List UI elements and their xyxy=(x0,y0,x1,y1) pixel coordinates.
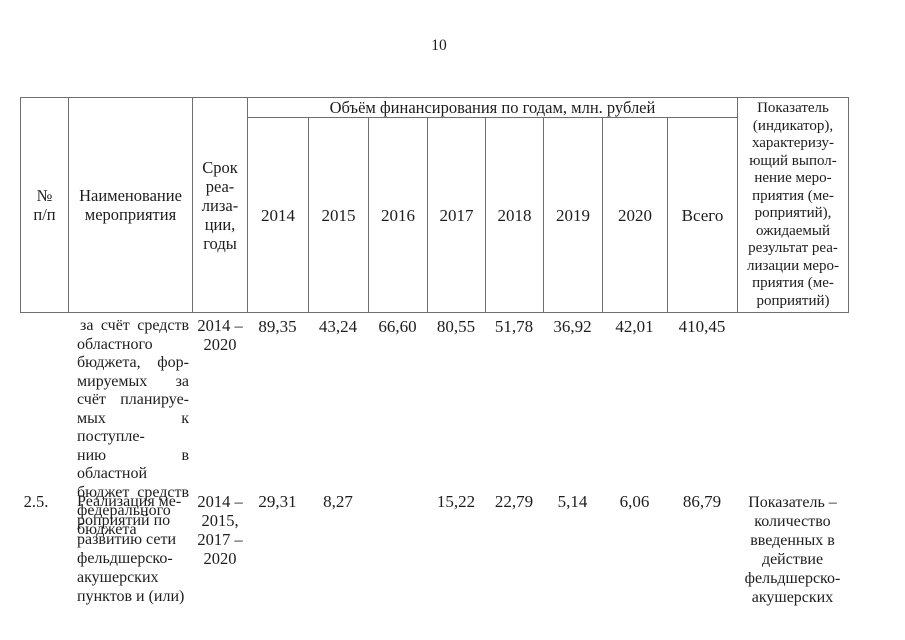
cell-value-total: 410,45 xyxy=(678,317,726,336)
header-cell-total: Всего xyxy=(668,118,738,313)
cell-values: 89,35 43,24 66,60 80,55 51,78 36,92 42,0… xyxy=(247,317,737,336)
header-cell-number: № п/п xyxy=(21,98,69,313)
cell-value-2017: 15,22 xyxy=(436,492,476,511)
cell-number: 2.5. xyxy=(23,492,49,511)
cell-value-2016 xyxy=(368,492,427,511)
header-cell-indicator: Показатель (индикатор), характеризу-ющий в… xyxy=(738,98,849,313)
header-cell-year-2017: 2017 xyxy=(428,118,486,313)
header-cell-name: Наименование мероприятия xyxy=(69,98,193,313)
cell-value-2018: 22,79 xyxy=(494,492,534,511)
cell-name: Реализация ме-роприятий по развитию сети ф… xyxy=(77,493,185,605)
cell-value-total: 86,79 xyxy=(682,492,722,511)
cell-value-2020: 6,06 xyxy=(619,492,650,511)
cell-name: за счёт средств областного бюджета, фор-ми… xyxy=(77,317,189,538)
cell-value-2019: 36,92 xyxy=(553,317,592,336)
cell-value-2016: 66,60 xyxy=(378,317,417,336)
cell-term: 2014 –2015, 2017 –2020 xyxy=(197,492,243,568)
header-cell-year-2016: 2016 xyxy=(369,118,428,313)
cell-indicator: Показатель – количество введенных в действи… xyxy=(744,494,841,606)
header-cell-year-2018: 2018 xyxy=(486,118,544,313)
cell-value-2014: 29,31 xyxy=(258,492,297,511)
table-header: № п/п Наименование мероприятия Срок реа-лиз… xyxy=(20,97,849,313)
cell-value-2015: 8,27 xyxy=(323,492,353,511)
cell-value-2020: 42,01 xyxy=(615,317,654,336)
header-cell-term: Срок реа-лиза-ции, годы xyxy=(193,98,248,313)
header-cell-year-2020: 2020 xyxy=(603,118,668,313)
cell-values: 29,31 8,27 15,22 22,79 5,14 6,06 86,79 xyxy=(247,492,737,511)
cell-value-2017: 80,55 xyxy=(436,317,476,336)
cell-term: 2014 –2020 xyxy=(197,316,243,354)
cell-value-2019: 5,14 xyxy=(557,492,588,511)
cell-value-2014: 89,35 xyxy=(258,317,297,336)
header-cell-finance-title: Объём финансирования по годам, млн. рубл… xyxy=(248,98,738,118)
page-number: 10 xyxy=(431,37,447,54)
cell-value-2015: 43,24 xyxy=(318,317,358,336)
header-cell-year-2019: 2019 xyxy=(544,118,603,313)
header-cell-year-2014: 2014 xyxy=(248,118,309,313)
cell-value-2018: 51,78 xyxy=(494,317,534,336)
header-cell-year-2015: 2015 xyxy=(309,118,369,313)
